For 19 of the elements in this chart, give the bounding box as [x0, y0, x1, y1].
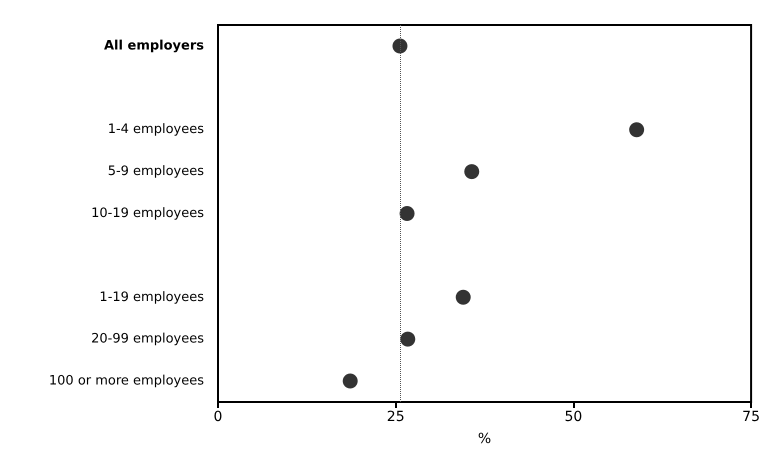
point	[464, 164, 480, 180]
y-tick-label: 5-9 employees	[108, 164, 204, 180]
point	[342, 374, 358, 389]
x-axis-title: %	[478, 431, 492, 447]
y-tick-label: 10-19 employees	[91, 206, 204, 221]
point	[400, 206, 415, 221]
x-tick-label: 0	[214, 409, 222, 425]
point	[629, 122, 644, 138]
y-tick-label: 1-19 employees	[99, 290, 204, 305]
x-tick-label: 50	[564, 409, 582, 425]
y-tick-label: All employers	[104, 38, 204, 54]
y-tick-label: 100 or more employees	[48, 374, 204, 389]
point	[400, 332, 416, 347]
point	[392, 38, 408, 54]
x-tick-label: 75	[742, 409, 760, 425]
y-tick-label: 1-4 employees	[108, 122, 204, 138]
x-tick-label: 25	[386, 409, 405, 425]
y-tick-label: 20-99 employees	[91, 332, 204, 347]
point	[456, 290, 471, 305]
